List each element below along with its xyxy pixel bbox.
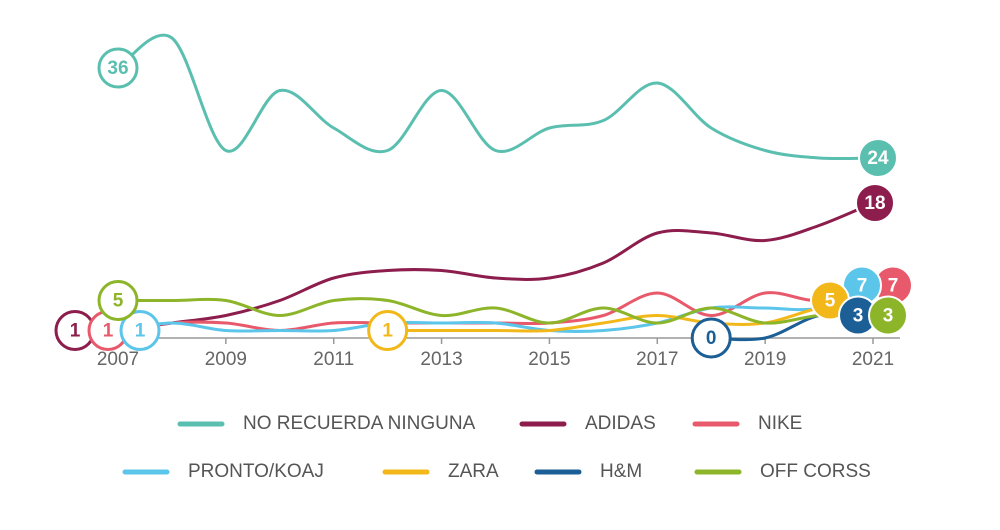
- value-label: 36: [107, 58, 128, 79]
- legend-label: ZARA: [448, 461, 499, 482]
- value-label: 3: [853, 306, 864, 327]
- series-line: [117, 33, 874, 161]
- value-label: 3: [883, 306, 894, 327]
- legend-label: ADIDAS: [585, 413, 656, 434]
- value-label: 24: [867, 148, 889, 169]
- series-line: [387, 299, 874, 333]
- legend-label: H&M: [600, 461, 642, 482]
- legend: NO RECUERDA NINGUNA ADIDAS NIKE PRONTO/KOAJ…: [122, 413, 871, 482]
- value-label: 1: [103, 321, 114, 342]
- value-label: 7: [857, 276, 868, 297]
- series-line: [117, 201, 874, 332]
- value-label: 1: [382, 321, 393, 342]
- x-tick-label: 2017: [636, 349, 678, 370]
- value-label-badge: [97, 47, 139, 89]
- x-tick-label: 2011: [313, 349, 354, 370]
- value-label: 1: [135, 321, 146, 342]
- value-label-badge: [690, 317, 732, 359]
- legend-label: NO RECUERDA NINGUNA: [243, 413, 476, 434]
- value-label: 5: [113, 291, 124, 312]
- x-tick-label: 2013: [420, 349, 462, 370]
- value-label: 1: [70, 321, 81, 342]
- value-label-badge: [868, 295, 908, 336]
- plot: 2007 2009 2011 2013 2015 2017 2019 2021: [92, 33, 900, 370]
- series-line: [118, 297, 874, 325]
- legend-label: OFF CORSS: [760, 461, 871, 482]
- value-label-badge: [858, 138, 898, 178]
- x-tick-label: 2007: [97, 349, 139, 370]
- value-label: 18: [864, 193, 885, 214]
- legend-label: PRONTO/KOAJ: [188, 461, 324, 482]
- value-label-badge: [855, 183, 895, 223]
- value-label: 5: [825, 291, 836, 312]
- x-tick-label: 2015: [528, 349, 570, 370]
- series-line: [117, 284, 874, 333]
- value-label: 0: [706, 328, 717, 349]
- value-label-badge: [367, 310, 409, 351]
- value-label: 7: [888, 276, 899, 297]
- x-tick-label: 2021: [852, 349, 894, 370]
- legend-label: NIKE: [758, 413, 802, 434]
- value-label-badge: [119, 310, 161, 351]
- value-label-badge: [97, 280, 139, 321]
- x-tick-label: 2009: [205, 349, 247, 370]
- x-tick-label: 2019: [744, 349, 786, 370]
